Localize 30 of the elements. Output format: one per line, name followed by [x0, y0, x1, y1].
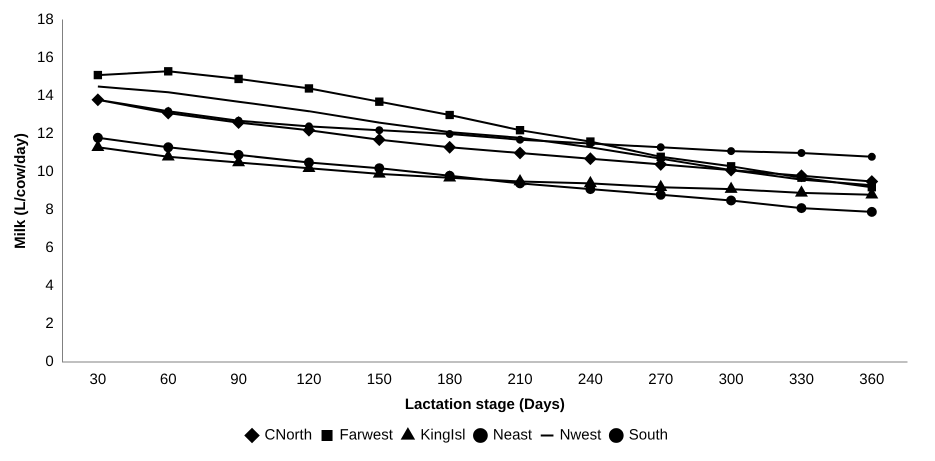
legend-label: KingIsl	[420, 426, 466, 444]
y-tick-label: 14	[36, 87, 54, 104]
x-axis-title: Lactation stage (Days)	[404, 396, 565, 414]
legend-label: Farwest	[340, 426, 394, 444]
legend-label: South	[628, 426, 668, 444]
y-tick-label: 4	[45, 277, 54, 294]
x-tick-label: 180	[437, 371, 462, 388]
x-tick-label: 360	[859, 371, 884, 388]
y-tick-label: 2	[45, 315, 54, 332]
x-tick-label: 30	[90, 371, 106, 388]
legend-label: CNorth	[264, 426, 312, 444]
x-tick-label: 120	[296, 371, 322, 388]
y-tick-label: 10	[36, 163, 54, 180]
y-axis-title: Milk (L/cow/day)	[12, 133, 30, 249]
x-tick-label: 240	[578, 371, 603, 388]
x-tick-label: 150	[366, 371, 392, 388]
legend-label: Neast	[492, 426, 533, 444]
x-tick-label: 60	[160, 371, 177, 388]
y-tick-label: 18	[36, 11, 54, 28]
y-tick-label: 12	[36, 125, 54, 142]
x-tick-label: 210	[508, 371, 533, 388]
x-tick-label: 330	[788, 371, 814, 388]
y-tick-label: 8	[45, 201, 54, 218]
legend-label: Nwest	[560, 426, 602, 444]
y-tick-label: 0	[45, 353, 54, 370]
y-tick-label: 16	[36, 49, 54, 66]
x-tick-label: 270	[648, 371, 674, 388]
y-tick-label: 6	[45, 239, 54, 256]
x-tick-label: 300	[718, 371, 744, 388]
x-tick-label: 90	[230, 371, 247, 388]
